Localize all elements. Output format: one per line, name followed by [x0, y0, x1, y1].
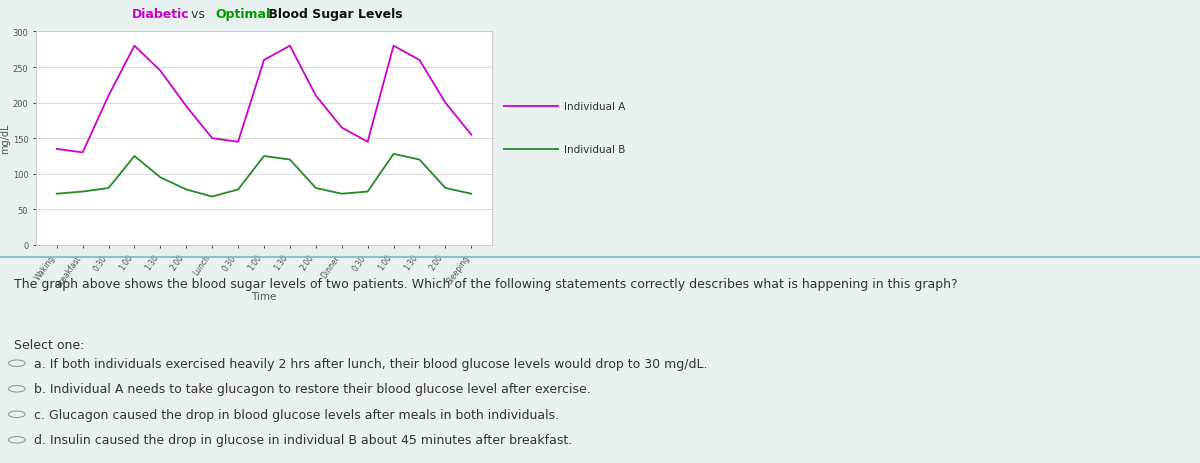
Text: a. If both individuals exercised heavily 2 hrs after lunch, their blood glucose : a. If both individuals exercised heavily…: [34, 357, 707, 370]
Text: Select one:: Select one:: [14, 338, 85, 351]
X-axis label: Time: Time: [251, 291, 277, 301]
Text: b. Individual A needs to take glucagon to restore their blood glucose level afte: b. Individual A needs to take glucagon t…: [34, 382, 590, 395]
Text: Blood Sugar Levels: Blood Sugar Levels: [264, 8, 403, 21]
Text: Optimal: Optimal: [215, 8, 270, 21]
Text: Individual B: Individual B: [564, 144, 625, 155]
Y-axis label: mg/dL: mg/dL: [0, 124, 10, 154]
Text: The graph above shows the blood sugar levels of two patients. Which of the follo: The graph above shows the blood sugar le…: [14, 278, 958, 291]
Text: Diabetic: Diabetic: [132, 8, 190, 21]
Text: d. Insulin caused the drop in glucose in individual B about 45 minutes after bre: d. Insulin caused the drop in glucose in…: [34, 433, 572, 446]
Text: Individual A: Individual A: [564, 102, 625, 112]
Text: c. Glucagon caused the drop in blood glucose levels after meals in both individu: c. Glucagon caused the drop in blood glu…: [34, 408, 559, 421]
Text: vs: vs: [187, 8, 209, 21]
